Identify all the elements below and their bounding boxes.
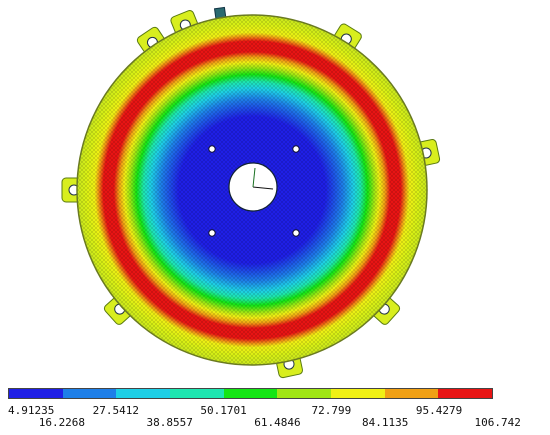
legend-tick-label: 16.2268 (38, 416, 86, 429)
inner-hole (208, 229, 216, 237)
inner-hole (292, 229, 300, 237)
inner-hole (292, 145, 300, 153)
legend-swatch (170, 389, 224, 398)
legend-tick-label: 27.5412 (92, 404, 139, 417)
legend-tick-label: 106.742 (474, 416, 521, 429)
disc-rim (76, 14, 428, 366)
legend-swatch (277, 389, 332, 398)
center-axis-x (252, 186, 274, 190)
inner-hole (208, 145, 216, 153)
legend-swatch (384, 389, 439, 398)
center-axis-y (252, 167, 256, 188)
legend-tick-label: 38.8557 (146, 416, 193, 429)
legend-swatch (331, 389, 385, 398)
legend-swatch (116, 389, 171, 398)
legend-tick-label: 4.91235 (8, 404, 55, 417)
contour-plot (61, 6, 441, 379)
legend-tick-label: 50.1701 (200, 404, 247, 417)
legend-tick-label: 72.799 (311, 404, 352, 417)
inner-holes (208, 145, 300, 237)
legend-colorbar (8, 388, 493, 399)
legend-swatch (438, 389, 493, 398)
legend-swatch (223, 389, 278, 398)
legend-tick-label: 95.4279 (415, 404, 463, 417)
legend-swatch (62, 389, 117, 398)
legend-tick-label: 84.1135 (362, 416, 409, 429)
legend-swatch (9, 389, 63, 398)
legend-tick-label: 61.4846 (254, 416, 301, 429)
